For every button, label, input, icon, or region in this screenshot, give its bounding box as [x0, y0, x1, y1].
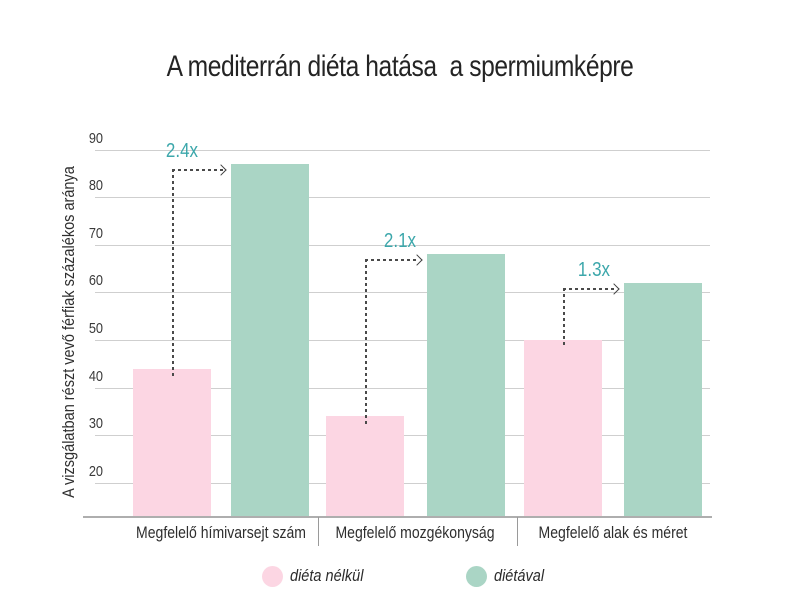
annotation-arrowhead-0 [215, 164, 227, 176]
gridline-90 [95, 149, 710, 151]
gridline-70 [95, 244, 710, 246]
y-tick-50: 50 [88, 319, 103, 337]
legend-label-no-diet: diéta nélkül [290, 567, 364, 585]
annotation-hline-1 [365, 259, 419, 262]
annotation-vline-2 [563, 287, 565, 348]
bar-no-diet-1 [326, 416, 404, 516]
legend-swatch-no-diet [262, 566, 283, 587]
annotation-label-1: 2.1x [383, 230, 417, 253]
x-axis-line [83, 516, 712, 518]
bar-with-diet-1 [427, 254, 505, 516]
bar-no-diet-0 [133, 368, 211, 516]
gridline-60 [95, 292, 710, 294]
y-tick-70: 70 [88, 224, 103, 242]
y-tick-40: 40 [88, 367, 103, 385]
annotation-arrowhead-1 [411, 254, 423, 267]
gridline-80 [95, 197, 710, 199]
annotation-hline-0 [172, 168, 223, 171]
category-label-2: Megfelelő alak és méret [538, 524, 688, 542]
category-label-0: Megfelelő hímivarsejt szám [136, 524, 306, 542]
legend-swatch-with-diet [466, 566, 487, 587]
category-divider-0 [318, 517, 319, 546]
gridline-40 [95, 387, 710, 389]
bar-with-diet-0 [231, 163, 309, 516]
annotation-label-0: 2.4x [165, 139, 198, 162]
annotation-vline-0 [172, 168, 174, 377]
y-tick-60: 60 [88, 272, 103, 290]
y-tick-20: 20 [88, 462, 103, 480]
y-tick-30: 30 [88, 415, 103, 433]
legend: diéta nélkül diétával [0, 560, 800, 600]
category-divider-1 [517, 517, 518, 546]
gridline-50 [95, 339, 710, 341]
legend-label-with-diet: diétával [494, 567, 545, 585]
bar-with-diet-2 [624, 282, 702, 516]
y-tick-90: 90 [88, 129, 103, 147]
annotation-hline-2 [563, 287, 616, 290]
category-label-1: Megfelelő mozgékonyság [335, 524, 495, 542]
annotation-vline-1 [365, 259, 367, 425]
bar-no-diet-2 [524, 339, 602, 516]
chart-title: A mediterrán diéta hatása a spermiumképr… [166, 50, 634, 83]
y-tick-80: 80 [88, 177, 103, 195]
annotation-label-2: 1.3x [577, 258, 610, 281]
